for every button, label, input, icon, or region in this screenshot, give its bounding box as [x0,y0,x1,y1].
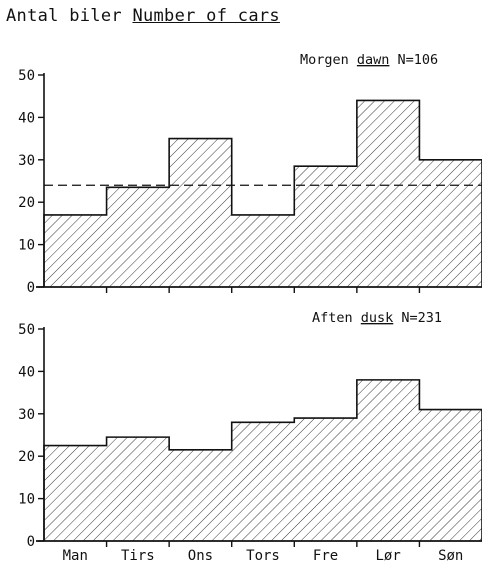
panel-dusk: 0 10 20 30 40 50 Aften dusk N=231 Man Tirs Ons Tor… [18,310,482,563]
figure-title: Antal biler Number of cars [6,6,280,26]
y-tick-label: 50 [18,322,35,338]
panel-label: Aften dusk N=231 [312,310,442,326]
y-tick-label: 10 [18,492,35,508]
x-category-label: Søn [438,548,463,563]
panels-layer: 0 10 20 30 40 50 Morgen dawn N=106 0 10 20 30 40 50 A… [18,52,482,563]
bar-søn [419,159,482,287]
panel-label-n: N=106 [389,52,438,68]
panel-label-danish: Aften [312,310,361,326]
x-category-label: Tirs [121,548,155,563]
title-english: Number of cars [132,6,280,26]
bar-tors [231,422,295,541]
bar-lør [356,100,420,287]
x-category-label: Tors [246,548,280,563]
y-tick-label: 10 [18,238,35,254]
x-category-label: Fre [313,548,338,563]
x-category-label: Man [63,548,88,563]
panel-label-english: dawn [357,52,390,68]
bar-ons [169,138,232,287]
bar-tors [231,214,295,287]
bar-man [44,445,107,541]
bar-tirs [106,437,170,541]
y-tick-label: 30 [18,407,35,423]
y-tick-label: 40 [18,110,35,126]
panel-label-english: dusk [361,310,394,326]
bar-søn [419,409,482,541]
y-tick-label: 40 [18,364,35,380]
panel-label-n: N=231 [393,310,442,326]
panel-dawn: 0 10 20 30 40 50 Morgen dawn N=106 [18,52,482,296]
title-danish: Antal biler [6,6,122,26]
bar-tirs [106,187,170,287]
bar-ons [169,449,232,541]
x-category-label: Ons [188,548,213,563]
y-tick-label: 0 [27,280,35,296]
panel-label: Morgen dawn N=106 [300,52,438,68]
x-category-label: Lør [375,548,400,563]
bar-fre [294,166,357,287]
y-tick-label: 20 [18,449,35,465]
step-outline [43,99,482,287]
y-tick-label: 50 [18,68,35,84]
panel-label-danish: Morgen [300,52,357,68]
bar-man [44,214,107,287]
bar-fre [294,418,357,541]
step-outline [43,379,482,541]
y-tick-label: 20 [18,195,35,211]
y-tick-label: 0 [27,534,35,550]
bar-lør [356,379,420,541]
y-tick-label: 30 [18,153,35,169]
